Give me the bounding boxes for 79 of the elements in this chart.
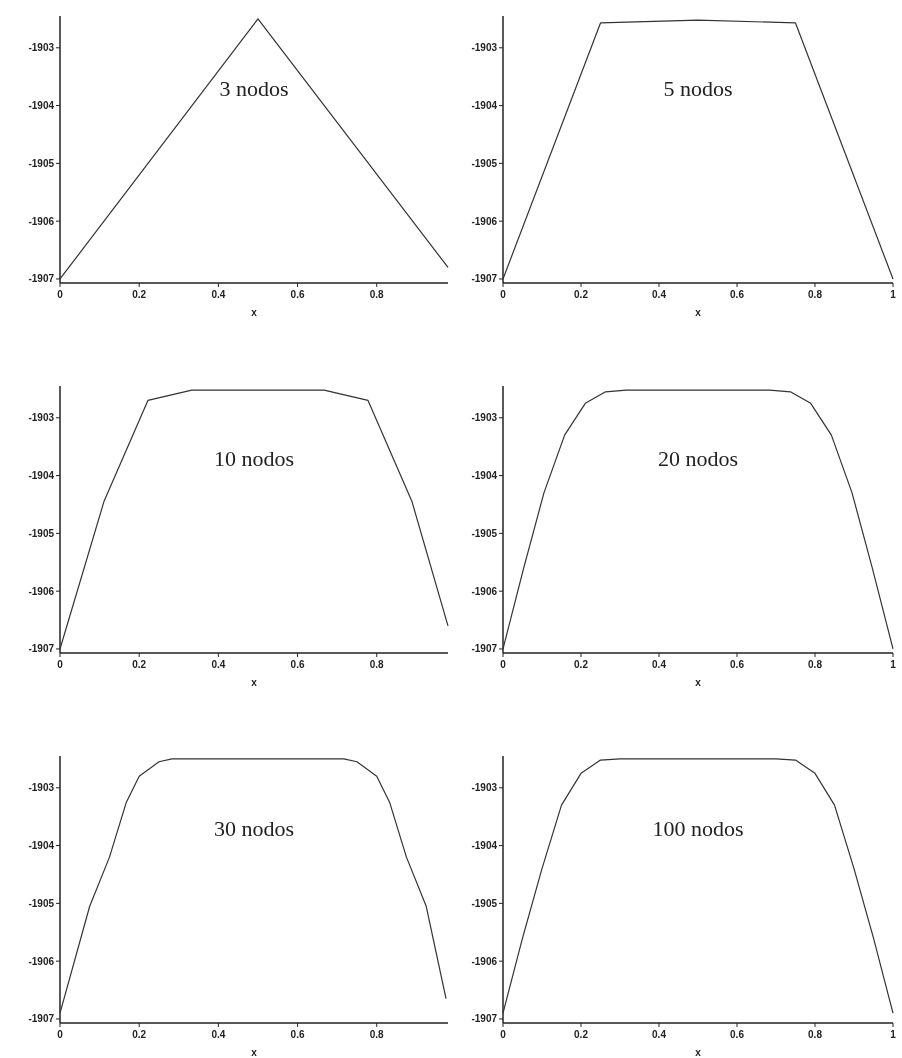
x-tick-label: 0.8 <box>808 659 823 670</box>
x-tick-label: 0.8 <box>369 659 385 670</box>
x-tick-label: 0.6 <box>730 289 745 300</box>
x-tick-label: 0.2 <box>574 1029 589 1040</box>
y-tick-label: -1905 <box>28 157 55 169</box>
y-tick-label: -1906 <box>471 585 498 597</box>
x-tick-label: 0 <box>57 1029 64 1040</box>
x-tick-label: 0 <box>500 289 507 300</box>
x-axis-title: x <box>251 307 258 318</box>
y-tick-label: -1905 <box>28 527 55 539</box>
x-axis-title: x <box>695 677 702 688</box>
line-series <box>59 758 447 1014</box>
y-tick-label: -1903 <box>471 42 498 54</box>
y-tick-label: -1905 <box>471 897 498 909</box>
x-tick-label: 1 <box>890 289 897 300</box>
y-tick-label: -1904 <box>471 100 498 112</box>
line-series <box>59 389 449 650</box>
line-series <box>502 758 894 1014</box>
x-axis-title: x <box>251 677 258 688</box>
x-tick-label: 0 <box>57 289 64 300</box>
x-tick-label: 0.4 <box>211 1029 226 1040</box>
x-tick-label: 0.8 <box>808 1029 823 1040</box>
x-tick-label: 0.4 <box>652 659 667 670</box>
line-series <box>502 389 894 650</box>
y-tick-label: -1906 <box>471 215 498 227</box>
y-tick-label: -1904 <box>28 100 55 112</box>
y-tick-label: -1906 <box>28 585 55 597</box>
x-tick-label: 0.2 <box>132 1029 147 1040</box>
annotation: 10 nodos <box>213 446 295 471</box>
y-tick-label: -1906 <box>28 215 55 227</box>
y-tick-label: -1907 <box>471 1013 498 1025</box>
x-tick-label: 0 <box>57 659 64 670</box>
y-tick-label: -1905 <box>471 157 498 169</box>
annotation: 100 nodos <box>652 816 744 841</box>
x-tick-label: 0.8 <box>808 289 823 300</box>
x-axis-title: x <box>251 1047 258 1058</box>
y-tick-label: -1906 <box>471 955 498 967</box>
x-tick-label: 1 <box>890 1029 897 1040</box>
y-tick-label: -1903 <box>471 782 498 794</box>
y-tick-label: -1903 <box>28 42 55 54</box>
x-tick-label: 0.6 <box>730 1029 745 1040</box>
x-axis-title: x <box>695 307 702 318</box>
x-tick-label: 0.6 <box>290 289 305 300</box>
x-tick-label: 0.6 <box>730 659 745 670</box>
y-tick-label: -1904 <box>471 470 498 482</box>
x-tick-label: 0.2 <box>132 659 147 670</box>
y-tick-label: -1907 <box>28 1013 55 1025</box>
x-tick-label: 0.2 <box>574 659 589 670</box>
x-tick-label: 0.6 <box>290 1029 305 1040</box>
annotation: 5 nodos <box>663 76 733 101</box>
y-tick-label: -1905 <box>28 897 55 909</box>
x-tick-label: 0.4 <box>211 659 226 670</box>
y-tick-label: -1905 <box>471 527 498 539</box>
y-tick-label: -1907 <box>28 643 55 655</box>
x-tick-label: 0.2 <box>574 289 589 300</box>
y-tick-label: -1907 <box>471 643 498 655</box>
y-tick-label: -1907 <box>471 273 498 285</box>
x-tick-label: 0.4 <box>211 289 226 300</box>
x-tick-label: 0.6 <box>290 659 305 670</box>
y-tick-label: -1906 <box>28 955 55 967</box>
annotation: 20 nodos <box>657 446 739 471</box>
y-tick-label: -1903 <box>28 412 55 424</box>
x-tick-label: 1 <box>890 659 897 670</box>
x-tick-label: 0.8 <box>369 1029 385 1040</box>
x-tick-label: 0.4 <box>652 289 667 300</box>
annotation: 3 nodos <box>219 76 289 101</box>
y-tick-label: -1904 <box>471 840 498 852</box>
x-tick-label: 0 <box>500 1029 507 1040</box>
x-tick-label: 0.4 <box>652 1029 667 1040</box>
x-tick-label: 0.8 <box>369 289 385 300</box>
annotation: 30 nodos <box>213 816 295 841</box>
y-tick-label: -1904 <box>28 840 55 852</box>
x-tick-label: 0.2 <box>132 289 147 300</box>
x-axis-title: x <box>695 1047 702 1058</box>
y-tick-label: -1904 <box>28 470 55 482</box>
x-tick-label: 0 <box>500 659 507 670</box>
y-tick-label: -1903 <box>471 412 498 424</box>
y-tick-label: -1907 <box>28 273 55 285</box>
y-tick-label: -1903 <box>28 782 55 794</box>
